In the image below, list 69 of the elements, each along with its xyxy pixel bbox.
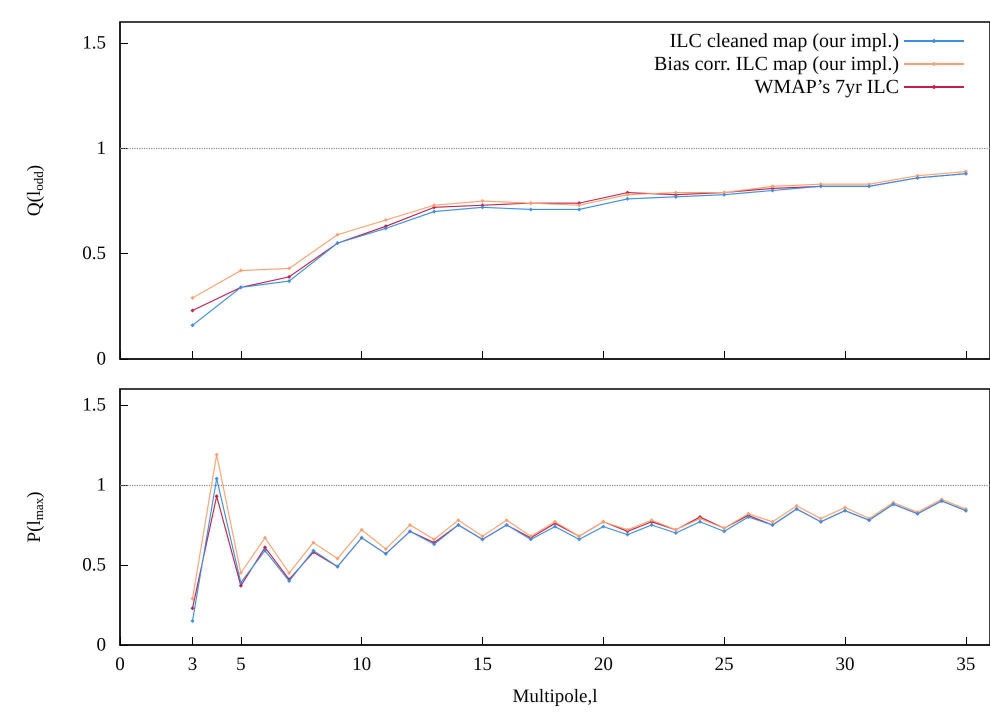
x-tick-label: 20 (594, 654, 613, 675)
point (287, 274, 292, 279)
point (287, 279, 292, 284)
point (553, 524, 557, 529)
x-tick-label: 5 (236, 654, 246, 675)
point (432, 537, 436, 542)
point (577, 537, 582, 542)
x-tick-label: 10 (352, 654, 372, 675)
point (336, 232, 340, 237)
y-tick-label: 0.5 (82, 243, 106, 264)
legend-label: WMAP’s 7yr ILC (754, 76, 899, 98)
x-tick-label: 30 (836, 654, 854, 675)
point (190, 606, 194, 610)
legend-label: ILC cleaned map (our impl.) (670, 30, 899, 52)
point (360, 528, 364, 532)
point (794, 504, 799, 508)
point (480, 534, 484, 538)
y-axis-title: Q(lodd) (24, 164, 46, 216)
x-axis-title: Multipole,l (512, 686, 598, 707)
point (190, 308, 194, 313)
point (238, 571, 243, 575)
point (238, 584, 243, 588)
point (528, 207, 533, 212)
point (818, 516, 823, 521)
point (263, 536, 267, 540)
point (263, 545, 267, 550)
legend-label: Bias corr. ILC map (our impl.) (654, 53, 899, 75)
y-tick-label: 1 (96, 474, 106, 496)
point (626, 196, 630, 201)
y-axis-title: P(lmax) (24, 492, 46, 542)
y-tick-label: 1 (96, 138, 106, 159)
point (650, 523, 654, 527)
point (287, 571, 292, 575)
point (190, 323, 194, 328)
point (456, 518, 460, 522)
point (626, 532, 630, 537)
point (674, 531, 678, 535)
y-tick-label: 1.5 (82, 32, 106, 54)
point (336, 556, 340, 561)
point (384, 547, 388, 551)
point (384, 218, 388, 222)
x-tick-label: 35 (956, 654, 976, 675)
point (190, 596, 194, 601)
y-tick-label: 1.5 (82, 394, 106, 416)
point (190, 296, 194, 300)
x-tick-label: 15 (473, 654, 492, 675)
point (698, 520, 702, 524)
point (577, 207, 582, 212)
point (287, 266, 292, 270)
y-tick-label: 0.5 (82, 554, 106, 576)
point (408, 523, 412, 527)
x-tick-label: 0 (115, 654, 125, 675)
point (432, 210, 436, 214)
x-tick-label: 25 (714, 654, 734, 675)
point (601, 524, 606, 529)
point (311, 540, 316, 545)
point (263, 548, 267, 553)
y-tick-label: 0 (96, 348, 106, 370)
x-tick-label: 3 (188, 654, 198, 675)
y-tick-label: 0 (96, 634, 106, 656)
point (190, 619, 194, 623)
point (238, 268, 243, 273)
point (722, 529, 726, 534)
point (504, 518, 509, 522)
point (843, 505, 847, 510)
point (770, 188, 774, 192)
point (238, 580, 243, 585)
point (480, 199, 484, 204)
point (770, 520, 774, 524)
